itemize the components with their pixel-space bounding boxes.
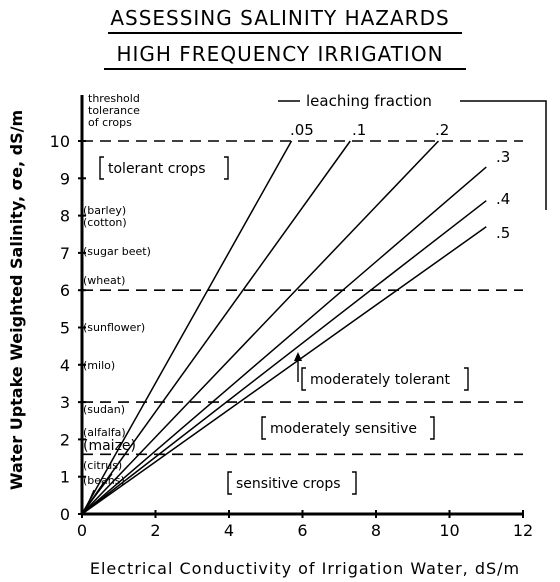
y-axis-title: Water Uptake Weighted Salinity, σe, dS/m	[7, 110, 26, 490]
series-label-3: .3	[496, 148, 510, 166]
crop-label-citrus: (citrus)	[83, 459, 122, 472]
y-tick-label-5: 5	[60, 319, 70, 338]
title-underline-2	[104, 68, 466, 70]
x-axis-title: Electrical Conductivity of Irrigation Wa…	[90, 559, 520, 578]
crop-label-sugar-beet: (sugar beet)	[83, 245, 151, 258]
series-label-0: .05	[290, 121, 314, 139]
crop-label-alfalfa: (alfalfa)	[83, 426, 126, 439]
zone-label-2: moderately sensitive	[270, 421, 417, 437]
threshold-header-2: of crops	[88, 116, 132, 129]
crop-label-beans: (beans)	[83, 474, 125, 487]
y-tick-label-4: 4	[60, 356, 70, 375]
chart-title-line-2: HIGH FREQUENCY IRRIGATION	[116, 42, 444, 66]
series-line-5	[81, 226, 487, 515]
series-label-2: .2	[435, 121, 449, 139]
zone-label-1: moderately tolerant	[310, 372, 451, 388]
zone-bracket-left-1	[301, 367, 306, 391]
dashed-levels	[82, 140, 523, 456]
series-line-3	[81, 166, 487, 515]
x-tick-label-0: 0	[77, 521, 87, 540]
crop-arrow-1	[85, 481, 105, 509]
x-tick-label-2: 2	[150, 521, 160, 540]
zone-bracket-right-3	[352, 471, 357, 495]
zone-bracket-right-2	[430, 416, 435, 440]
y-tick-label-8: 8	[60, 207, 70, 226]
title-underline-1	[108, 32, 462, 34]
zone-label-0: tolerant crops	[108, 161, 206, 177]
chart-labels: Electrical Conductivity of Irrigation Wa…	[7, 92, 547, 578]
zone-bracket-left-2	[261, 416, 266, 440]
y-tick-label-1: 1	[60, 468, 70, 487]
crop-label-sunflower: (sunflower)	[83, 321, 145, 334]
legend-title: leaching fraction	[306, 92, 432, 110]
series-label-4: .4	[496, 190, 510, 208]
zone-bracket-left-3	[227, 471, 232, 495]
y-tick-label-2: 2	[60, 430, 70, 449]
zone-bracket-right-1	[464, 367, 469, 391]
series-line-0	[81, 140, 293, 515]
series-line-1	[81, 140, 351, 515]
crop-label-cotton: (cotton)	[83, 216, 127, 229]
x-tick-label-10: 10	[439, 521, 459, 540]
crop-label-barley: (barley)	[83, 204, 126, 217]
zone-label-3: sensitive crops	[236, 476, 341, 492]
chart-title-line-1: ASSESSING SALINITY HAZARDS	[110, 6, 450, 30]
threshold-header-1: tolerance	[88, 104, 140, 117]
series-line-2	[81, 140, 440, 515]
y-tick-label-10: 10	[50, 132, 70, 151]
series-label-5: .5	[496, 224, 510, 242]
legend-bracket	[460, 100, 547, 210]
x-tick-label-12: 12	[513, 521, 533, 540]
crop-label-maize: (maize)	[83, 438, 136, 454]
leaching-lines	[81, 140, 487, 515]
crop-arrow-2	[85, 489, 95, 509]
y-tick-label-0: 0	[60, 505, 70, 524]
y-tick-label-3: 3	[60, 393, 70, 412]
zone-arrow-head	[294, 352, 302, 361]
crop-label-sudan: (sudan)	[83, 403, 125, 416]
x-tick-label-8: 8	[371, 521, 381, 540]
crop-label-wheat: (wheat)	[83, 274, 125, 287]
x-tick-label-4: 4	[224, 521, 234, 540]
threshold-header-0: threshold	[88, 92, 140, 105]
series-line-4	[81, 200, 487, 515]
series-label-1: .1	[352, 121, 366, 139]
x-tick-label-6: 6	[297, 521, 307, 540]
y-tick-label-7: 7	[60, 244, 70, 263]
zone-bracket-right-0	[224, 156, 229, 180]
y-tick-label-6: 6	[60, 281, 70, 300]
zone-bracket-left-0	[99, 156, 104, 180]
y-tick-label-9: 9	[60, 169, 70, 188]
crop-label-milo: (milo)	[83, 359, 115, 372]
